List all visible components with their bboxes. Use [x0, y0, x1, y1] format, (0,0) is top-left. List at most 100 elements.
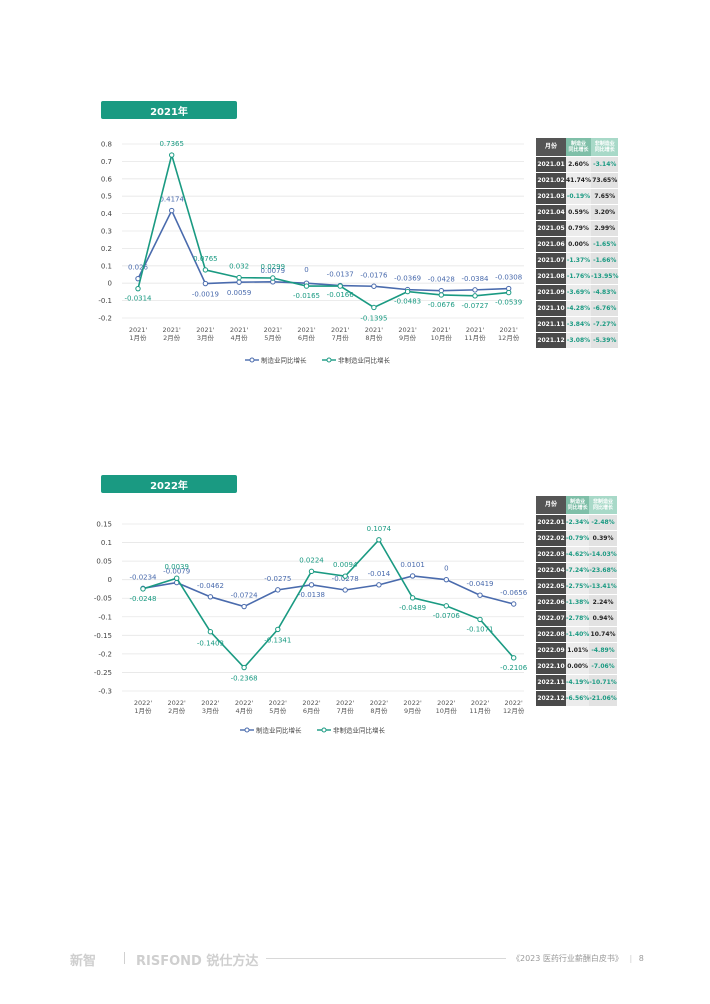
- footer-title-text: 《2023 医药行业薪酬白皮书》: [512, 954, 623, 963]
- data-label: -0.0079: [163, 568, 190, 576]
- y-tick-label: 0.1: [101, 539, 112, 547]
- legend-label: 非制造业同比增长: [333, 726, 386, 735]
- y-tick-label: 0.2: [101, 245, 112, 253]
- data-label: 0.0224: [299, 556, 324, 564]
- data-point: [506, 289, 512, 296]
- data-point: [207, 629, 214, 635]
- x-tick-label-year: 2022': [269, 699, 288, 707]
- table-row: 2021.06 0.00% -1.65%: [536, 237, 619, 252]
- table-cell: -7.27%: [591, 317, 619, 332]
- data-label: -0.0137: [327, 271, 354, 279]
- x-tick-label-month: 4月份: [236, 706, 254, 715]
- y-tick-label: 0.6: [101, 175, 113, 183]
- x-tick-label-month: 6月份: [303, 706, 321, 715]
- data-point: [241, 664, 247, 671]
- table-cell: 0.79%: [566, 221, 591, 236]
- data-point: [308, 568, 315, 575]
- legend-marker: [321, 727, 327, 733]
- y-tick-label: 0.05: [96, 558, 112, 566]
- data-point: [308, 582, 315, 588]
- table-row: 2021.01 2.60% -3.14%: [536, 157, 619, 172]
- data-label: 0: [444, 565, 448, 573]
- data-label: -0.0166: [327, 291, 355, 299]
- y-tick-label: -0.2: [98, 650, 112, 658]
- data-point: [241, 603, 247, 610]
- y-tick-label: -0.1: [98, 297, 112, 305]
- table-header-cell: 月份: [536, 496, 566, 514]
- table-header-cell: 非制造业 同比增长: [589, 496, 617, 514]
- data-label: -0.0308: [495, 274, 522, 282]
- data-point: [376, 582, 382, 588]
- data-label: -0.1071: [466, 625, 493, 633]
- y-tick-label: 0.1: [101, 262, 112, 270]
- x-tick-label-year: 2021': [297, 326, 316, 334]
- data-point: [303, 283, 310, 289]
- data-label: -0.0138: [298, 591, 325, 599]
- data-label: 0.4174: [159, 196, 184, 204]
- data-label: 0: [304, 266, 308, 274]
- data-point: [438, 292, 444, 298]
- data-label: -0.0656: [500, 589, 528, 597]
- x-tick-label-month: 10月份: [436, 706, 458, 715]
- table-cell: -1.66%: [591, 253, 619, 268]
- data-label: -0.0489: [399, 604, 426, 612]
- table-row: 2021.10 -4.28% -6.76%: [536, 301, 619, 316]
- table-cell: -6.56%: [566, 691, 590, 706]
- y-tick-label: -0.15: [94, 632, 112, 640]
- x-tick-label-month: 11月份: [469, 706, 491, 715]
- data-label: -0.0176: [360, 271, 388, 279]
- data-point: [371, 283, 377, 289]
- table-cell: -13.41%: [589, 579, 617, 594]
- table-cell: 2022.04: [536, 563, 566, 578]
- data-label: 0.1074: [367, 525, 392, 533]
- data-point: [275, 587, 281, 593]
- data-label: 0.0101: [400, 561, 425, 569]
- table-cell: 2022.12: [536, 691, 566, 706]
- x-tick-label-month: 10月份: [431, 333, 453, 342]
- x-tick-label-month: 12月份: [503, 706, 525, 715]
- footer-brand-risfond: RISFOND 锐仕方达: [136, 954, 259, 969]
- x-tick-label-year: 2021': [365, 326, 384, 334]
- x-tick-label-year: 2021': [432, 326, 451, 334]
- table-header-cell: 制造业 同比增长: [566, 496, 590, 514]
- data-label: -0.0278: [332, 575, 359, 583]
- table-cell: 0.00%: [566, 659, 590, 674]
- x-tick-label-year: 2022': [370, 699, 389, 707]
- y-tick-label: 0.7: [101, 158, 112, 166]
- series-line: [137, 208, 509, 292]
- x-tick-label-year: 2021': [331, 326, 350, 334]
- x-tick-label-year: 2022': [403, 699, 422, 707]
- table-cell: -2.75%: [566, 579, 590, 594]
- data-point: [135, 285, 141, 292]
- data-label: 0.0765: [193, 255, 218, 263]
- table-cell: -1.65%: [591, 237, 619, 252]
- data-label: -0.0314: [124, 295, 152, 303]
- data-point: [511, 655, 517, 661]
- table-cell: 0.39%: [589, 531, 617, 546]
- data-label: 0.026: [128, 264, 149, 272]
- x-tick-label-month: 7月份: [337, 706, 355, 715]
- table-cell: -4.28%: [566, 301, 591, 316]
- data-point: [404, 288, 411, 295]
- data-label: -0.0419: [466, 580, 493, 588]
- data-point: [371, 304, 377, 311]
- footer-separator: |: [629, 954, 633, 963]
- y-tick-label: 0.15: [96, 521, 112, 529]
- data-label: 0.0059: [227, 289, 252, 297]
- data-label: -0.2368: [231, 675, 258, 683]
- data-label: -0.0706: [433, 612, 461, 620]
- x-tick-label-month: 2月份: [168, 706, 186, 715]
- data-label: 0.7365: [159, 140, 184, 148]
- table-cell: -7.24%: [566, 563, 590, 578]
- data-label: -0.1403: [197, 640, 224, 648]
- table-cell: -0.79%: [566, 531, 590, 546]
- table-row: 2022.01 -2.34% -2.48%: [536, 515, 617, 530]
- data-label: -0.1395: [360, 314, 387, 322]
- table-row: 2021.02 41.74% 73.65%: [536, 173, 619, 188]
- x-tick-label-month: 5月份: [269, 706, 287, 715]
- legend-marker: [326, 357, 332, 363]
- table-cell: -4.89%: [589, 643, 617, 658]
- data-label: -0.0019: [192, 291, 219, 299]
- table-row: 2021.12 -3.08% -5.39%: [536, 333, 619, 348]
